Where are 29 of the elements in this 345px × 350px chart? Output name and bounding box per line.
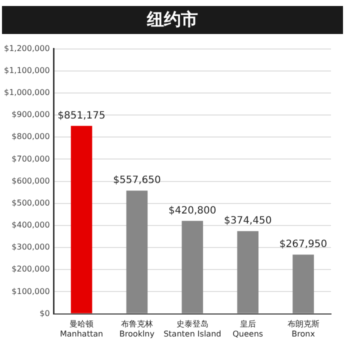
data-label: $267,950 (279, 239, 328, 250)
x-tick-label: 布朗克斯 Bronx (287, 320, 320, 338)
bar (292, 254, 314, 314)
y-tick-label: $1,100,000 (4, 66, 50, 75)
y-tick-label: $500,000 (12, 198, 50, 208)
y-tick-label: $100,000 (12, 286, 50, 296)
x-tick-label: 史泰登岛 Stanten Island (164, 320, 222, 338)
data-label: $374,450 (224, 216, 272, 227)
y-tick-label: $1,000,000 (4, 88, 50, 98)
y-tick-label: $300,000 (12, 242, 50, 252)
bar (237, 231, 258, 314)
chart-title: 纽约市 (2, 6, 343, 34)
y-tick-label: $600,000 (12, 176, 50, 186)
y-tick-label: $0 (40, 308, 50, 318)
data-label: $420,800 (168, 205, 216, 216)
y-tick-label: $800,000 (12, 132, 50, 142)
y-tick-label: $1,200,000 (4, 44, 50, 53)
data-label: $557,650 (113, 175, 161, 186)
data-label: $851,175 (58, 110, 106, 122)
x-tick-label: 皇后 Queens (232, 320, 264, 338)
x-tick-label: 布鲁克林 Brooklny (119, 320, 155, 338)
y-tick-label: $700,000 (12, 154, 50, 164)
bar (70, 126, 92, 314)
bar (182, 220, 204, 314)
y-tick-label: $400,000 (12, 220, 50, 230)
y-tick-label: $200,000 (12, 264, 50, 274)
bar (126, 190, 148, 314)
x-tick-label: 曼哈顿 Manhattan (60, 320, 104, 338)
y-tick-label: $900,000 (12, 110, 50, 120)
